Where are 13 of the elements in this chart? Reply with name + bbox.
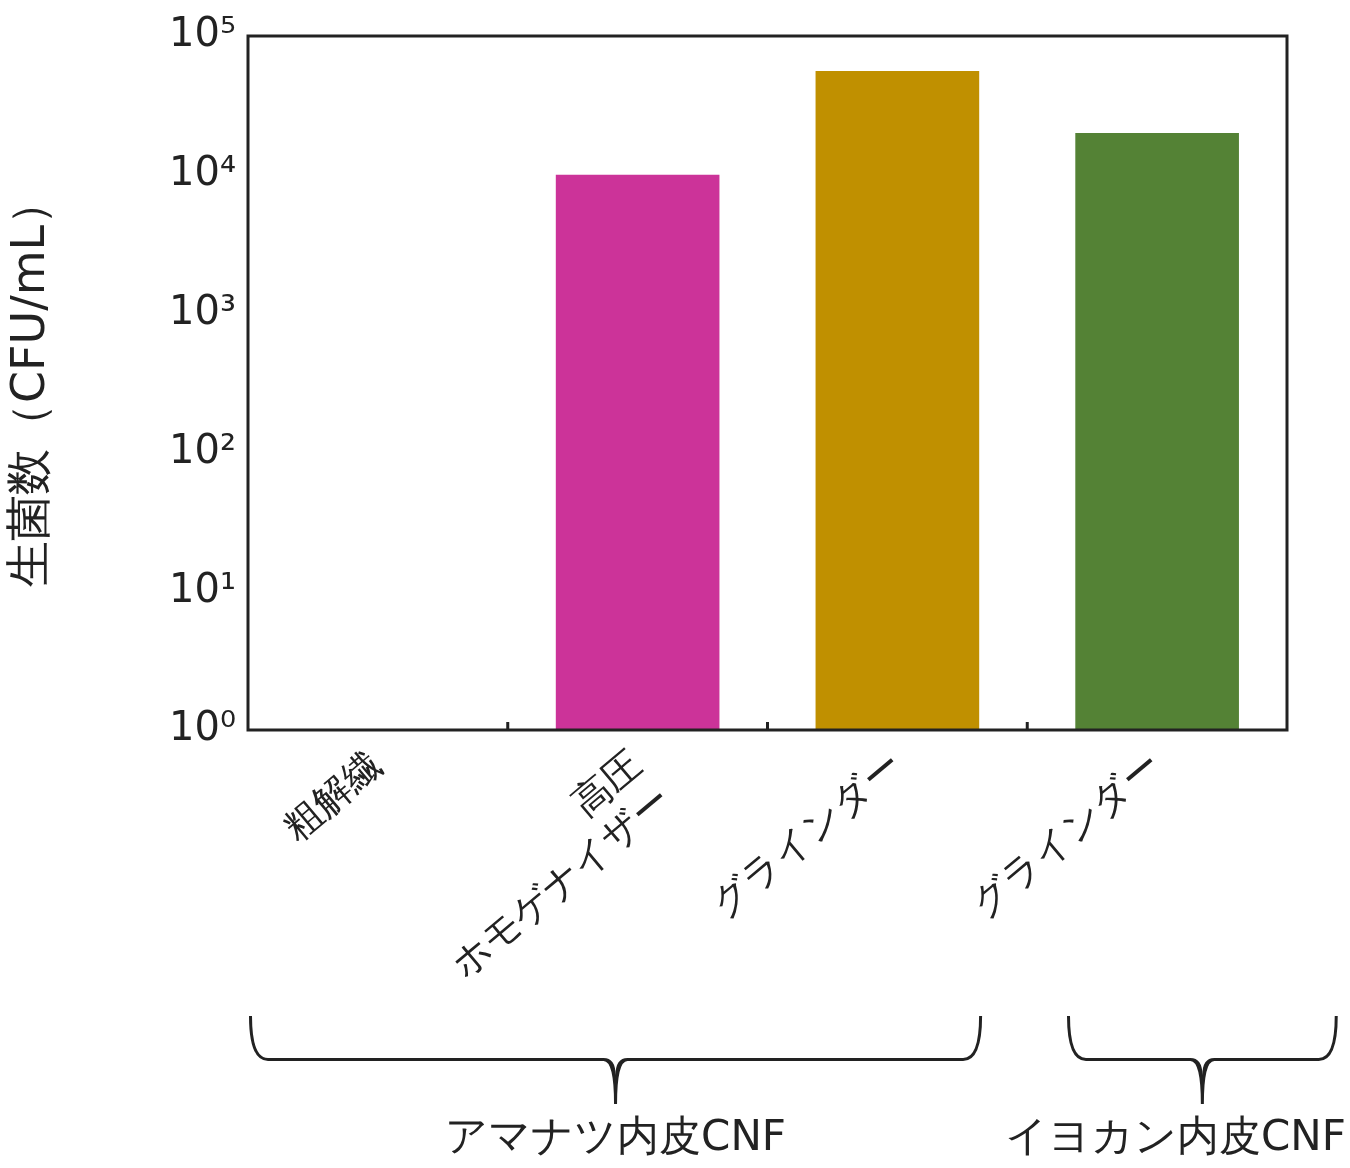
y-tick-label: 10⁵	[169, 9, 236, 56]
y-tick-label: 10²	[169, 425, 236, 472]
x-tick-label: 高圧 ホモゲナイザー	[442, 742, 680, 986]
x-tick-label: グラインダー	[962, 742, 1170, 926]
y-axis-title: 生菌数（CFU/mL）	[0, 178, 55, 588]
y-tick-label: 10³	[169, 286, 236, 333]
text: イヨカン内皮CNF	[1005, 1110, 1346, 1162]
x-tick-label: グラインダー	[702, 742, 910, 926]
y-tick-label: 10⁴	[169, 148, 236, 195]
x-tick-label: 粗解繊	[274, 742, 391, 850]
y-tick-label: 10⁰	[169, 703, 236, 750]
text: アマナツ内皮CNF	[445, 1110, 786, 1162]
y-tick-label: 10¹	[169, 564, 236, 611]
